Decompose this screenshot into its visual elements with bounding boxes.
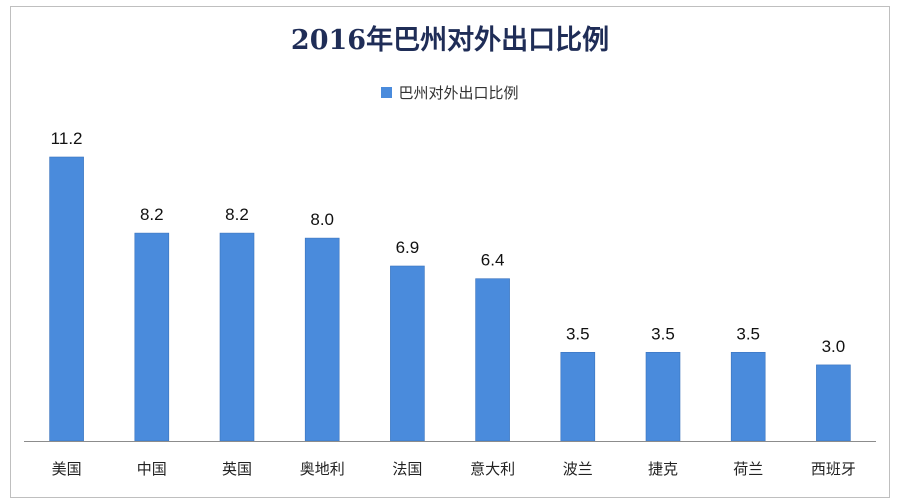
- bar: [49, 156, 84, 442]
- bar: [134, 232, 170, 442]
- category-label: 西班牙: [811, 460, 856, 478]
- category-label: 美国: [52, 460, 82, 478]
- bar: [219, 232, 255, 442]
- category-label: 中国: [137, 460, 167, 478]
- bar: [390, 265, 425, 442]
- bar-value-label: 3.5: [566, 324, 590, 343]
- bar-value-label: 8.0: [310, 210, 334, 229]
- bar-value-label: 3.5: [651, 324, 675, 343]
- bar: [816, 364, 851, 442]
- bar-value-label: 8.2: [225, 205, 249, 224]
- category-label: 奥地利: [300, 460, 345, 478]
- legend-swatch: [381, 87, 393, 98]
- category-label: 捷克: [648, 460, 678, 478]
- bar-value-label: 11.2: [51, 129, 83, 148]
- category-label: 英国: [222, 460, 252, 478]
- bar: [304, 237, 340, 442]
- bar-value-label: 6.4: [481, 251, 505, 270]
- chart-title: 2016年巴州对外出口比例: [290, 25, 610, 56]
- bar: [645, 351, 681, 442]
- bar: [560, 351, 596, 442]
- category-label: 意大利: [470, 460, 515, 478]
- category-label: 荷兰: [733, 460, 763, 478]
- bar: [475, 278, 510, 442]
- bar-value-label: 6.9: [396, 238, 420, 257]
- category-label: 法国: [392, 460, 422, 478]
- legend-label: 巴州对外出口比例: [398, 84, 519, 102]
- bar: [730, 351, 766, 442]
- bar-value-label: 3.0: [822, 337, 846, 356]
- category-label: 波兰: [563, 460, 593, 478]
- bar-value-label: 3.5: [736, 324, 760, 343]
- legend: 巴州对外出口比例: [0, 82, 900, 103]
- bar-value-label: 8.2: [140, 205, 164, 224]
